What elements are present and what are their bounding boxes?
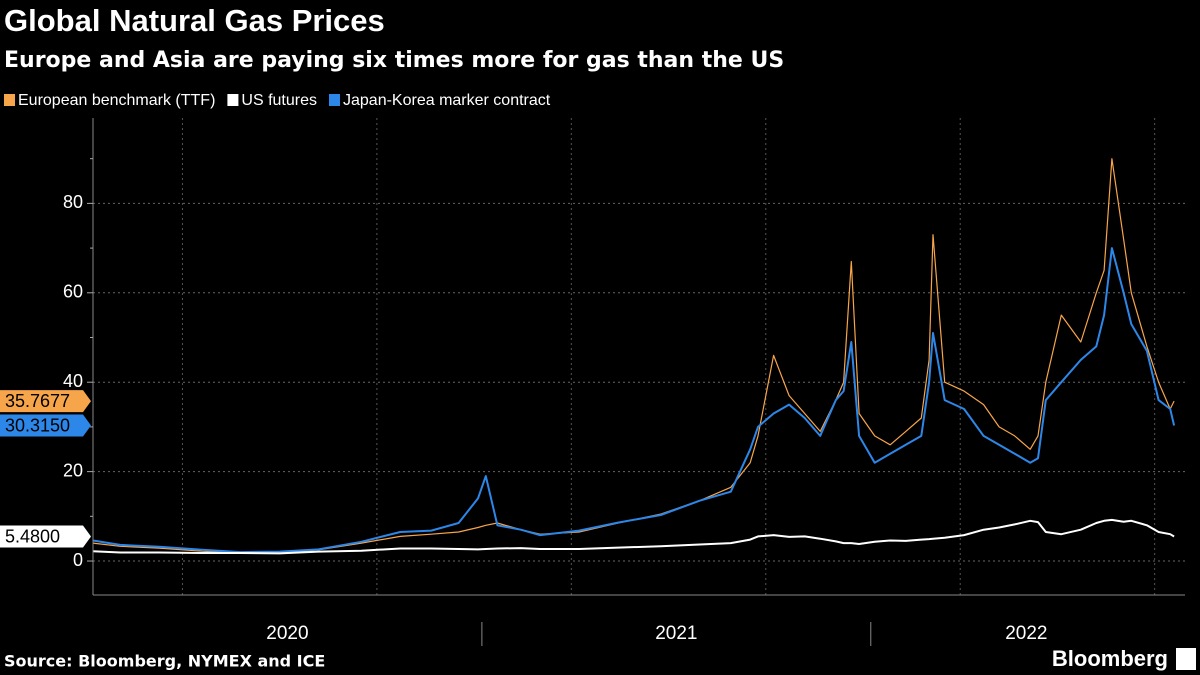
y-tick-label: 60 (63, 282, 83, 302)
x-tick-label: 2020 (266, 623, 308, 644)
legend-label: Japan-Korea marker contract (343, 92, 551, 109)
legend-swatch (4, 94, 15, 106)
legend-swatch (329, 94, 340, 106)
value-tag (0, 414, 91, 437)
brand: Bloomberg (1052, 646, 1168, 671)
y-tick-label: 80 (63, 192, 83, 212)
series-line (92, 518, 1175, 555)
series-line (92, 247, 1176, 554)
value-tag-label: 30.3150 (5, 415, 70, 435)
value-tag-label: 35.7677 (5, 391, 70, 411)
chart-subtitle: Europe and Asia are paying six times mor… (4, 48, 784, 73)
x-tick-label: 2021 (655, 623, 697, 644)
y-tick-label: 40 (63, 371, 83, 391)
value-tag (0, 390, 91, 413)
value-tag-label: 5.4800 (5, 526, 60, 546)
x-tick-label: 2022 (1005, 623, 1047, 644)
y-tick-label: 0 (73, 550, 83, 570)
series-line (92, 158, 1175, 554)
value-tag (0, 525, 91, 548)
legend-label: European benchmark (TTF) (18, 92, 215, 109)
y-tick-label: 20 (63, 460, 83, 480)
legend-label: US futures (241, 92, 317, 109)
brand-icon (1176, 648, 1196, 670)
chart-title: Global Natural Gas Prices (4, 3, 385, 38)
legend-swatch (227, 94, 239, 106)
plot (92, 158, 1176, 555)
source: Source: Bloomberg, NYMEX and ICE (4, 652, 325, 671)
grid (93, 118, 1185, 595)
